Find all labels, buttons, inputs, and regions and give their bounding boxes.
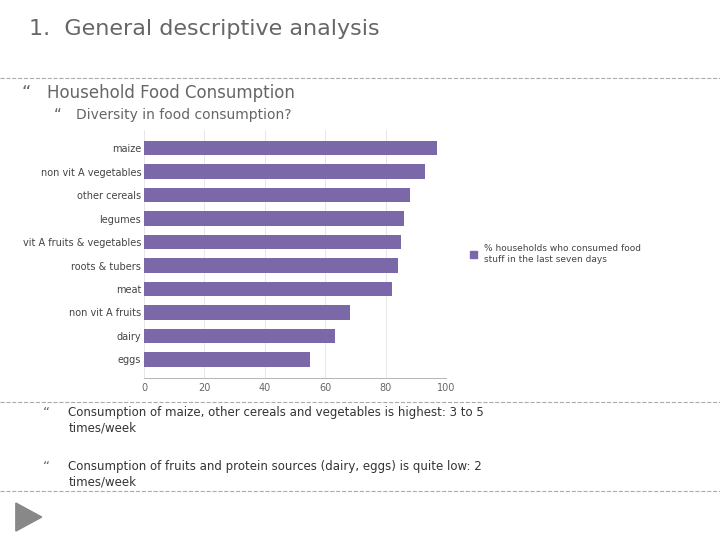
Text: Consumption of maize, other cereals and vegetables is highest: 3 to 5
times/week: Consumption of maize, other cereals and … bbox=[68, 406, 484, 434]
Legend: % households who consumed food
stuff in the last seven days: % households who consumed food stuff in … bbox=[466, 240, 644, 267]
Bar bbox=[144, 258, 398, 273]
Bar bbox=[144, 235, 401, 249]
Text: “: “ bbox=[54, 108, 62, 123]
Bar bbox=[144, 282, 392, 296]
Text: Consumption of fruits and protein sources (dairy, eggs) is quite low: 2
times/we: Consumption of fruits and protein source… bbox=[68, 460, 482, 488]
Bar bbox=[144, 164, 426, 179]
Polygon shape bbox=[16, 503, 42, 531]
Bar bbox=[144, 211, 404, 226]
Text: “: “ bbox=[43, 406, 50, 420]
Text: 1.  General descriptive analysis: 1. General descriptive analysis bbox=[29, 19, 379, 39]
Text: Household Food Consumption: Household Food Consumption bbox=[47, 84, 294, 102]
Text: “: “ bbox=[22, 84, 31, 102]
Bar bbox=[144, 352, 310, 367]
Bar bbox=[144, 141, 437, 156]
Text: “: “ bbox=[43, 460, 50, 474]
Bar bbox=[144, 329, 335, 343]
Bar bbox=[144, 305, 350, 320]
Text: Diversity in food consumption?: Diversity in food consumption? bbox=[76, 108, 291, 122]
Bar bbox=[144, 188, 410, 202]
